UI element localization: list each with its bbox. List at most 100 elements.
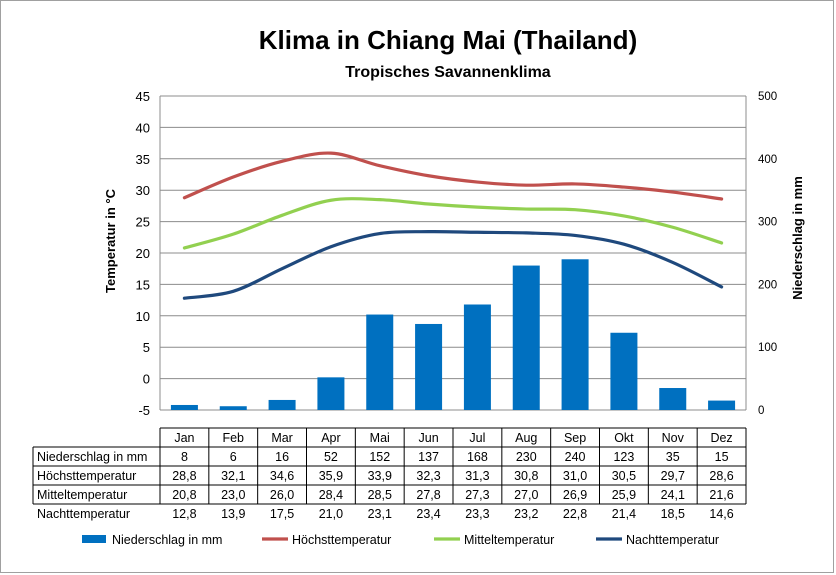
y-left-tick-label: 45 bbox=[136, 89, 150, 104]
legend-niederschlag: Niederschlag in mm bbox=[82, 533, 222, 547]
table-cell: 152 bbox=[369, 450, 390, 464]
table-cell: 8 bbox=[181, 450, 188, 464]
table-cell: 27,8 bbox=[416, 488, 440, 502]
table-cell: 20,8 bbox=[172, 488, 196, 502]
x-tick-label: Dez bbox=[710, 431, 732, 445]
table-cell: 28,4 bbox=[319, 488, 343, 502]
y-right-tick-label: 500 bbox=[758, 91, 777, 103]
table-cell: 27,3 bbox=[465, 488, 489, 502]
y-left-tick-label: -5 bbox=[138, 403, 150, 418]
bar-niederschlag bbox=[561, 259, 589, 410]
y-left-tick-label: 0 bbox=[143, 372, 150, 387]
table-cell: 14,6 bbox=[709, 507, 733, 521]
table-cell: 123 bbox=[613, 450, 634, 464]
table-cell: 27,0 bbox=[514, 488, 538, 502]
table-cell: 23,2 bbox=[514, 507, 538, 521]
table-cell: 35 bbox=[666, 450, 680, 464]
y-left-tick-label: 10 bbox=[136, 309, 150, 324]
y-left-tick-label: 30 bbox=[136, 183, 150, 198]
table-cell: 33,9 bbox=[368, 469, 392, 483]
legend-swatch bbox=[82, 535, 106, 543]
table-cell: 34,6 bbox=[270, 469, 294, 483]
chart-subtitle: Tropisches Savannenklima bbox=[345, 64, 551, 81]
table-cell: 28,6 bbox=[709, 469, 733, 483]
table-cell: 24,1 bbox=[661, 488, 685, 502]
table-cell: 21,4 bbox=[612, 507, 636, 521]
x-tick-label: Jan bbox=[174, 431, 194, 445]
bar-niederschlag bbox=[512, 265, 540, 410]
table-cell: 230 bbox=[516, 450, 537, 464]
y-left-tick-label: 5 bbox=[143, 340, 150, 355]
x-tick-label: Mar bbox=[271, 431, 293, 445]
chart-title: Klima in Chiang Mai (Thailand) bbox=[259, 25, 637, 55]
y-right-tick-label: 400 bbox=[758, 154, 777, 166]
bar-niederschlag bbox=[708, 400, 736, 410]
table-cell: 30,5 bbox=[612, 469, 636, 483]
table-row-label: Nachttemperatur bbox=[37, 507, 130, 521]
y-right-tick-label: 200 bbox=[758, 279, 777, 291]
table-cell: 28,8 bbox=[172, 469, 196, 483]
x-tick-label: Aug bbox=[515, 431, 537, 445]
table-cell: 21,0 bbox=[319, 507, 343, 521]
bar-niederschlag bbox=[317, 377, 345, 410]
line-nachttemperatur bbox=[182, 230, 724, 300]
bar-niederschlag bbox=[415, 323, 443, 410]
bar-niederschlag bbox=[659, 388, 687, 410]
table-row-label: Niederschlag in mm bbox=[37, 450, 147, 464]
x-tick-label: Jul bbox=[469, 431, 485, 445]
legend-label: Mitteltemperatur bbox=[464, 533, 554, 547]
table-cell: 30,8 bbox=[514, 469, 538, 483]
legend-label: Höchsttemperatur bbox=[292, 533, 391, 547]
table-cell: 12,8 bbox=[172, 507, 196, 521]
table-cell: 6 bbox=[230, 450, 237, 464]
table-cell: 23,4 bbox=[416, 507, 440, 521]
bar-niederschlag bbox=[610, 332, 638, 410]
table-cell: 17,5 bbox=[270, 507, 294, 521]
x-tick-label: Feb bbox=[222, 431, 244, 445]
bar-niederschlag bbox=[268, 399, 296, 410]
table-cell: 137 bbox=[418, 450, 439, 464]
y-left-tick-label: 15 bbox=[136, 277, 150, 292]
table-cell: 52 bbox=[324, 450, 338, 464]
table-cell: 32,3 bbox=[416, 469, 440, 483]
table-cell: 32,1 bbox=[221, 469, 245, 483]
x-tick-label: Okt bbox=[614, 431, 634, 445]
table-cell: 35,9 bbox=[319, 469, 343, 483]
table-cell: 26,9 bbox=[563, 488, 587, 502]
line-mitteltemperatur bbox=[182, 197, 724, 250]
y-left-tick-label: 35 bbox=[136, 152, 150, 167]
y-left-tick-label: 20 bbox=[136, 246, 150, 261]
line-hoechsttemperatur bbox=[182, 151, 724, 201]
x-tick-label: Apr bbox=[321, 431, 340, 445]
bar-niederschlag bbox=[219, 406, 247, 410]
table-cell: 26,0 bbox=[270, 488, 294, 502]
bar-niederschlag bbox=[170, 404, 198, 410]
table-cell: 16 bbox=[275, 450, 289, 464]
table-cell: 13,9 bbox=[221, 507, 245, 521]
x-tick-label: Jun bbox=[419, 431, 439, 445]
table-cell: 22,8 bbox=[563, 507, 587, 521]
table-cell: 23,1 bbox=[368, 507, 392, 521]
table-cell: 23,3 bbox=[465, 507, 489, 521]
table-cell: 23,0 bbox=[221, 488, 245, 502]
table-cell: 21,6 bbox=[709, 488, 733, 502]
table-cell: 31,3 bbox=[465, 469, 489, 483]
table-cell: 168 bbox=[467, 450, 488, 464]
legend-label: Nachttemperatur bbox=[626, 533, 719, 547]
y-axis-right-label: Niederschlag in mm bbox=[790, 176, 805, 300]
table-cell: 18,5 bbox=[661, 507, 685, 521]
y-right-tick-label: 0 bbox=[758, 405, 764, 417]
bar-niederschlag bbox=[463, 304, 491, 410]
y-left-tick-label: 40 bbox=[136, 120, 150, 135]
table-cell: 15 bbox=[715, 450, 729, 464]
table-cell: 25,9 bbox=[612, 488, 636, 502]
y-left-tick-label: 25 bbox=[136, 215, 150, 230]
table-row-label: Mitteltemperatur bbox=[37, 488, 127, 502]
x-tick-label: Mai bbox=[370, 431, 390, 445]
legend-label: Niederschlag in mm bbox=[112, 533, 222, 547]
table-cell: 28,5 bbox=[368, 488, 392, 502]
table-cell: 31,0 bbox=[563, 469, 587, 483]
x-tick-label: Nov bbox=[662, 431, 685, 445]
